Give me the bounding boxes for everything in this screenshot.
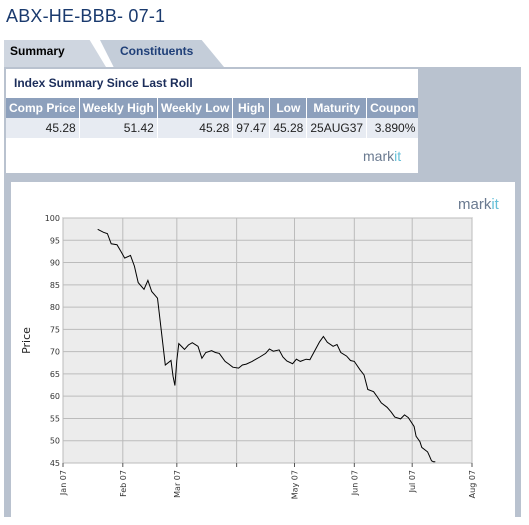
y-tick-label: 65 [50,370,60,379]
cell-high: 97.47 [232,118,271,138]
y-tick-label: 95 [50,236,60,245]
column-header-weekly-high: Weekly High [79,98,158,118]
y-tick-label: 80 [50,303,60,312]
x-tick-label: Jan 07 [59,470,68,496]
cell-low: 45.28 [269,118,308,138]
summary-table: Comp Price Weekly High Weekly Low High L… [6,98,419,138]
cell-maturity: 25AUG37 [306,118,368,138]
x-tick-label: Feb 07 [119,470,128,497]
cell-coupon: 3.890% [366,118,419,138]
summary-header-row: Comp Price Weekly High Weekly Low High L… [6,98,419,118]
price-series-line [97,228,436,463]
summary-data-row: 45.28 51.42 45.28 97.47 45.28 25AUG37 3.… [6,118,419,138]
y-tick-label: 60 [50,392,60,401]
y-tick-label: 70 [50,348,60,357]
cell-comp-price: 45.28 [6,118,80,138]
chart-logo-text-mark: mark [458,196,492,213]
tab-bar: Summary Constituents [4,40,524,68]
y-axis-label: Price [20,327,33,354]
index-summary-box: Index Summary Since Last Roll Comp Price… [6,69,419,173]
column-header-comp-price: Comp Price [6,98,80,118]
column-header-weekly-low: Weekly Low [157,98,234,118]
y-tick-label: 85 [50,281,60,290]
price-chart: 45 50 55 60 65 70 75 80 85 90 95 100 Jan 07 Feb 07 Mar… [20,214,477,499]
x-tick-label: May 07 [291,470,300,499]
y-tick-label: 90 [50,259,60,268]
tab-summary[interactable]: Summary [4,40,106,67]
y-tick-label: 50 [50,437,60,446]
x-tick-label: Jun 07 [350,470,359,496]
y-tick-label: 45 [50,459,60,468]
x-tick-label: Aug 07 [468,470,477,498]
tab-constituents[interactable]: Constituents [100,40,224,67]
y-tick-label: 55 [50,414,60,423]
price-chart-box: markit 45 50 55 60 65 70 75 80 85 90 95 100 Jan 07 Fe… [11,182,515,518]
chart-logo-text-it: it [491,196,499,213]
column-header-maturity: Maturity [306,98,368,118]
y-tick-label: 75 [50,325,60,334]
y-tick-label: 100 [45,214,60,223]
cell-weekly-high: 51.42 [79,118,158,138]
logo-text-mark: mark [363,148,395,164]
markit-chart-logo: markit [458,196,499,213]
page-title: ABX-HE-BBB- 07-1 [6,6,166,26]
column-header-coupon: Coupon [366,98,419,118]
markit-logo: markit [363,148,401,164]
logo-text-it: it [394,148,402,164]
column-header-high: High [232,98,271,118]
summary-heading: Index Summary Since Last Roll [14,76,193,90]
x-tick-label: Jul 07 [408,470,417,493]
cell-weekly-low: 45.28 [157,118,234,138]
plot-area [62,217,473,464]
x-tick-label: Mar 07 [173,470,182,498]
column-header-low: Low [269,98,308,118]
